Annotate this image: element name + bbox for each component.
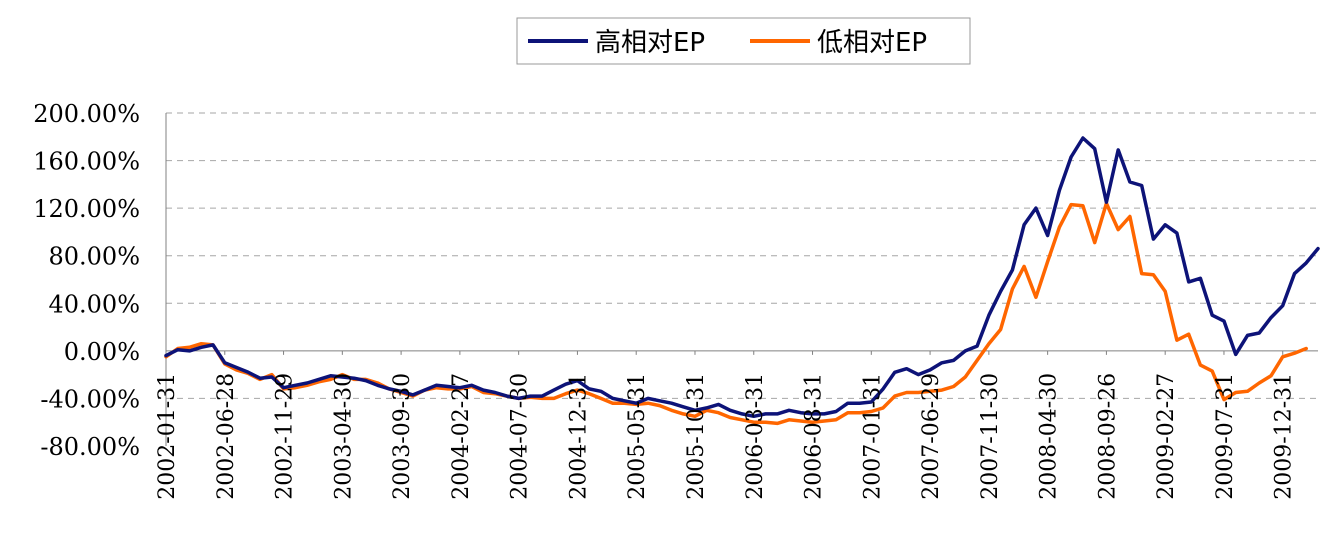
y-tick-label: 120.00% [33, 195, 140, 223]
x-tick-label: 2007-06-29 [919, 373, 944, 500]
x-tick-labels: 2002-01-31 2002-06-28 2002-11-29 2003-04-30… [155, 373, 1297, 500]
x-tick-label: 2005-05-31 [625, 373, 650, 500]
x-tick-label: 2004-02-27 [449, 373, 474, 500]
x-tick-label: 2007-11-30 [978, 373, 1003, 500]
y-tick-label: -80.00% [40, 433, 140, 461]
y-tick-label: -40.00% [40, 385, 140, 413]
x-tick-label: 2009-07-31 [1213, 373, 1238, 500]
x-tick-label: 2002-06-28 [214, 373, 239, 500]
y-tick-labels: 200.00% 160.00% 120.00% 80.00% 40.00% 0.00% -4… [33, 100, 140, 461]
legend-label-high: 高相对EP [595, 28, 705, 58]
legend: 高相对EP 低相对EP [516, 17, 971, 65]
legend-label-low: 低相对EP [817, 28, 927, 58]
axes [165, 113, 1318, 446]
y-tick-label: 40.00% [48, 290, 140, 318]
x-tick-label: 2002-01-31 [155, 373, 180, 500]
gridlines [166, 112, 1318, 399]
y-tick-label: 200.00% [33, 100, 140, 128]
y-tick-label: 160.00% [33, 148, 140, 176]
x-tick-label: 2009-02-27 [1154, 373, 1179, 500]
x-tick-label: 2004-07-30 [508, 373, 533, 500]
x-tick-label: 2003-09-30 [390, 373, 415, 500]
x-tick-label: 2008-04-30 [1037, 373, 1062, 500]
x-tick-label: 2007-01-31 [860, 373, 885, 500]
legend-box [516, 17, 971, 65]
x-tick-label: 2008-09-26 [1095, 373, 1120, 500]
x-tick-label: 2006-03-31 [743, 373, 768, 500]
series-line-high [164, 136, 1320, 419]
y-tick-label: 80.00% [48, 243, 140, 271]
x-tick-label: 2006-08-31 [802, 373, 827, 500]
x-tick-label: 2003-04-30 [331, 373, 356, 500]
x-tick-label: 2004-12-31 [566, 373, 591, 500]
x-tick-label: 2005-10-31 [684, 373, 709, 500]
x-tick-label: 2002-11-29 [273, 373, 298, 500]
x-tick-label: 2009-12-31 [1272, 373, 1297, 500]
series-lines [164, 136, 1320, 426]
y-tick-label: 0.00% [64, 338, 140, 366]
